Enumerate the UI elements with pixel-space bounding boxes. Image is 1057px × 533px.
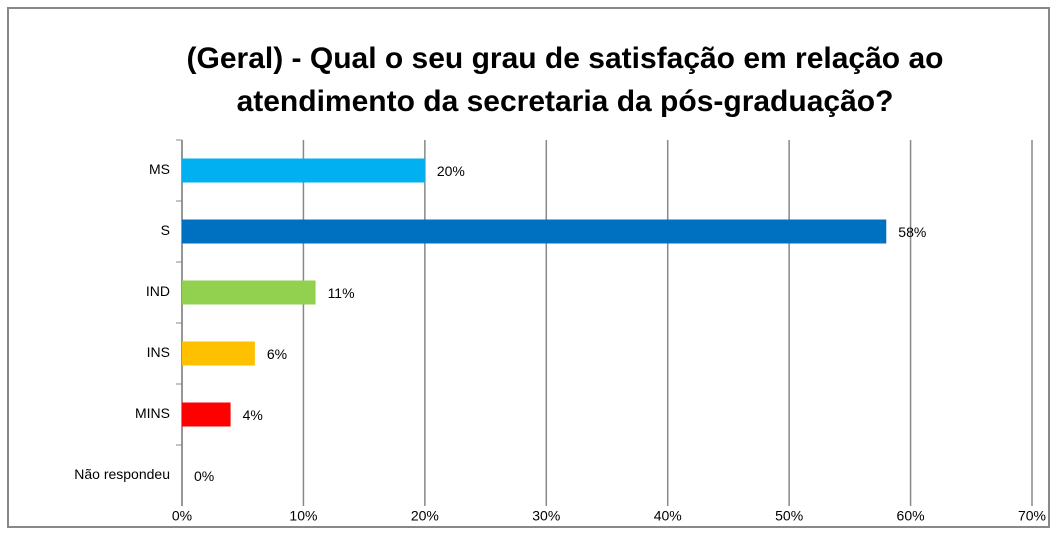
x-tick-label: 60% <box>897 508 925 524</box>
value-label: 6% <box>267 346 287 362</box>
y-tick-label: INS <box>147 344 170 360</box>
x-tick-label: 70% <box>1018 508 1046 524</box>
x-tick-label: 0% <box>172 508 192 524</box>
value-label: 0% <box>194 468 214 484</box>
chart-title: atendimento da secretaria da pós-graduaç… <box>237 85 894 118</box>
bar <box>182 341 255 366</box>
value-label: 4% <box>243 407 263 423</box>
x-tick-label: 20% <box>411 508 439 524</box>
y-tick-label: Não respondeu <box>74 466 170 482</box>
x-tick-label: 30% <box>532 508 560 524</box>
bar <box>182 158 425 183</box>
value-label: 58% <box>898 224 926 240</box>
x-tick-label: 10% <box>289 508 317 524</box>
x-tick-label: 50% <box>775 508 803 524</box>
bar <box>182 219 887 244</box>
bar <box>182 280 316 305</box>
y-tick-label: MINS <box>135 405 170 421</box>
y-tick-label: IND <box>146 283 170 299</box>
y-tick-label: S <box>161 222 170 238</box>
bar <box>182 402 231 427</box>
value-label: 11% <box>328 285 355 301</box>
y-tick-label: MS <box>149 161 170 177</box>
value-label: 20% <box>437 163 465 179</box>
chart-title: (Geral) - Qual o seu grau de satisfação … <box>187 42 944 75</box>
x-tick-label: 40% <box>654 508 682 524</box>
